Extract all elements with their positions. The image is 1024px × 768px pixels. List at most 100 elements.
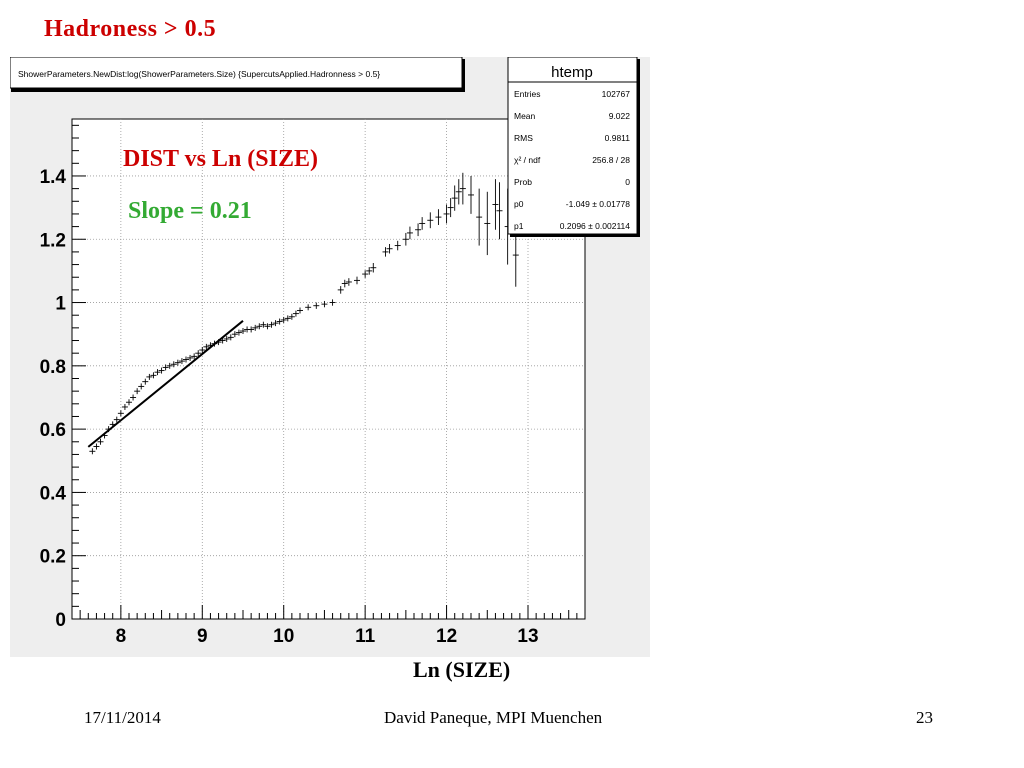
stats-label: χ² / ndf	[514, 155, 541, 165]
data-point	[476, 188, 483, 246]
data-point	[260, 321, 267, 328]
y-tick-label: 0.4	[40, 483, 67, 504]
data-point	[248, 326, 255, 333]
footer-page-number: 23	[916, 708, 933, 727]
data-point	[459, 172, 466, 205]
x-tick-label: 8	[116, 626, 127, 647]
x-tick-label: 9	[197, 626, 208, 647]
data-point	[406, 226, 413, 240]
data-point	[419, 217, 426, 230]
data-point	[235, 329, 242, 336]
data-point	[305, 304, 312, 311]
data-point	[191, 353, 198, 360]
data-point	[146, 373, 153, 380]
stats-value: -1.049 ± 0.01778	[566, 199, 630, 209]
data-point	[264, 323, 271, 330]
histogram-title-box[interactable]: ShowerParameters.NewDist:log(ShowerParam…	[10, 57, 465, 92]
x-tick-label: 12	[436, 626, 457, 647]
data-point	[166, 362, 173, 369]
data-point	[394, 240, 401, 251]
data-point	[231, 331, 238, 338]
y-tick-label: 1.4	[40, 167, 67, 188]
data-point	[366, 267, 373, 275]
data-point	[370, 262, 377, 273]
data-point	[256, 323, 263, 330]
y-tick-label: 0.6	[40, 420, 66, 441]
stats-label: Mean	[514, 111, 536, 121]
root-canvas: 8 9 10 11 12 13 0 0.2 0.4 0.6 0.8 1 1.2 1.4 ShowerPar…	[10, 57, 650, 657]
data-point	[484, 191, 491, 256]
stats-rows: Entries 102767 Mean 9.022 RMS 0.9811 χ² / ndf 2…	[514, 89, 630, 231]
data-point	[187, 354, 194, 361]
y-tick-label: 1.2	[40, 230, 66, 251]
data-point	[199, 347, 206, 354]
data-point	[455, 179, 462, 205]
slide-title: Hadroness > 0.5	[44, 16, 217, 42]
data-point	[382, 247, 389, 257]
data-point	[337, 286, 344, 294]
x-tick-label: 10	[273, 626, 294, 647]
y-tick-label: 0.2	[40, 547, 66, 568]
data-point	[134, 388, 141, 395]
annotation-main: DIST vs Ln (SIZE)	[123, 146, 318, 172]
data-point	[158, 367, 165, 374]
annotation-slope: Slope = 0.21	[128, 198, 252, 224]
data-point	[276, 318, 283, 325]
y-tick-label: 1	[55, 294, 66, 315]
data-point	[227, 334, 234, 341]
stats-value: 0	[625, 177, 630, 187]
stats-label: RMS	[514, 133, 533, 143]
data-point	[297, 307, 303, 314]
data-point	[468, 175, 474, 214]
data-point	[386, 244, 393, 254]
axes: 8 9 10 11 12 13 0 0.2 0.4 0.6 0.8 1 1.2 1.4	[40, 124, 586, 647]
data-point	[292, 310, 299, 317]
data-point	[240, 328, 246, 335]
data-point	[284, 315, 291, 322]
footer-date: 17/11/2014	[84, 708, 161, 727]
stats-value: 102767	[602, 89, 631, 99]
data-point	[211, 340, 218, 347]
data-point	[443, 204, 450, 224]
data-point	[252, 324, 259, 331]
stats-label: Prob	[514, 177, 532, 187]
x-tick-label: 11	[355, 626, 376, 647]
histogram-plot: 8 9 10 11 12 13 0 0.2 0.4 0.6 0.8 1 1.2 1.4 ShowerPar…	[10, 57, 650, 657]
data-point	[117, 410, 124, 417]
data-point	[93, 443, 100, 450]
data-point	[138, 383, 145, 390]
data-point	[195, 350, 202, 357]
data-point	[105, 426, 112, 433]
footer-author: David Paneque, MPI Muenchen	[384, 708, 603, 727]
data-point	[89, 448, 96, 455]
data-point	[354, 276, 360, 285]
data-point	[101, 432, 108, 439]
data-point	[162, 364, 169, 371]
data-point	[451, 185, 458, 211]
data-point	[174, 359, 181, 366]
data-point	[268, 321, 275, 328]
stats-label: p1	[514, 221, 524, 231]
data-point	[223, 335, 230, 342]
x-axis-title: Ln (SIZE)	[413, 657, 511, 682]
data-point	[402, 232, 409, 246]
histogram-title: ShowerParameters.NewDist:log(ShowerParam…	[18, 69, 380, 79]
y-tick-label: 0.8	[40, 357, 66, 378]
x-tick-label: 13	[517, 626, 538, 647]
data-point	[313, 302, 320, 309]
data-point	[280, 316, 287, 323]
data-point	[113, 416, 120, 423]
data-point	[183, 356, 189, 363]
stats-label: p0	[514, 199, 524, 209]
data-point	[341, 279, 348, 288]
data-point	[121, 403, 128, 410]
data-point	[215, 339, 222, 346]
data-point	[288, 313, 295, 320]
data-point	[496, 182, 503, 240]
data-point	[427, 212, 434, 229]
stats-box[interactable]: htemp Entries 102767 Mean 9.022 RMS 0.9811 χ² …	[507, 57, 640, 237]
data-point	[415, 223, 422, 237]
data-point	[272, 320, 279, 327]
data-point	[321, 300, 328, 308]
data-point	[154, 369, 161, 376]
